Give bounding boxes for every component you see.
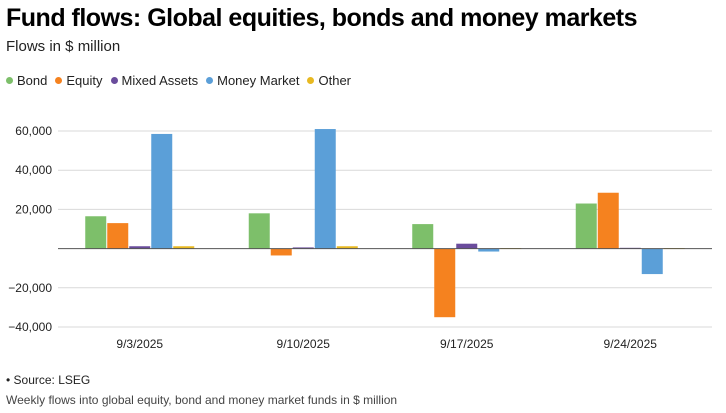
legend-label: Mixed Assets: [121, 73, 199, 88]
bar-mixed-assets: [456, 243, 478, 249]
legend-item-bond: Bond: [6, 73, 47, 88]
bar-mixed-assets: [129, 246, 151, 249]
legend-label: Money Market: [217, 73, 300, 88]
legend-marker: [206, 77, 214, 84]
chart-legend: Bond Equity Mixed Assets Money Market Other: [6, 73, 359, 88]
bar-other: [336, 246, 358, 249]
legend-label: Equity: [66, 73, 103, 88]
bar-money-market: [314, 129, 336, 249]
chart-subtitle: Flows in $ million: [6, 38, 121, 55]
bar-bond: [248, 213, 270, 249]
bar-chart: −40,000 −20,000 20,000 40,000 60,000 9/3/2025…: [8, 124, 712, 351]
legend-marker: [110, 77, 118, 84]
bar-bond: [85, 216, 107, 249]
chart-caption: Weekly flows into global equity, bond an…: [6, 393, 398, 407]
x-tick-label: 9/24/2025: [604, 337, 658, 351]
bar-equity: [107, 223, 129, 249]
legend-item-money-market: Money Market: [206, 73, 299, 88]
bar-equity: [270, 248, 292, 256]
y-tick-label: 40,000: [15, 163, 52, 177]
legend-label: Other: [318, 73, 351, 88]
bar-mixed-assets: [292, 247, 314, 249]
x-tick-label: 9/17/2025: [440, 337, 494, 351]
legend-marker: [307, 77, 315, 84]
legend-marker: [55, 77, 63, 84]
bar-equity: [597, 192, 619, 249]
y-tick-label: −20,000: [8, 281, 52, 295]
bar-money-market: [151, 133, 173, 249]
bar-money-market: [641, 248, 663, 275]
legend-item-mixed-assets: Mixed Assets: [110, 73, 199, 88]
chart-title: Fund flows: Global equities, bonds and m…: [6, 4, 638, 32]
y-tick-label: 60,000: [15, 124, 52, 138]
legend-item-other: Other: [307, 73, 351, 88]
bar-bond: [575, 203, 597, 249]
legend-marker: [6, 77, 13, 84]
bar-bond: [412, 224, 434, 249]
y-tick-label: 20,000: [15, 202, 52, 216]
bar-other: [173, 246, 195, 249]
bar-equity: [434, 248, 456, 318]
x-tick-label: 9/3/2025: [116, 337, 163, 351]
legend-label: Bond: [17, 73, 48, 88]
bar-money-market: [478, 248, 500, 252]
source-note: • Source: LSEG: [6, 373, 91, 387]
legend-item-equity: Equity: [55, 73, 103, 88]
x-tick-label: 9/10/2025: [277, 337, 331, 351]
y-tick-label: −40,000: [8, 320, 52, 334]
